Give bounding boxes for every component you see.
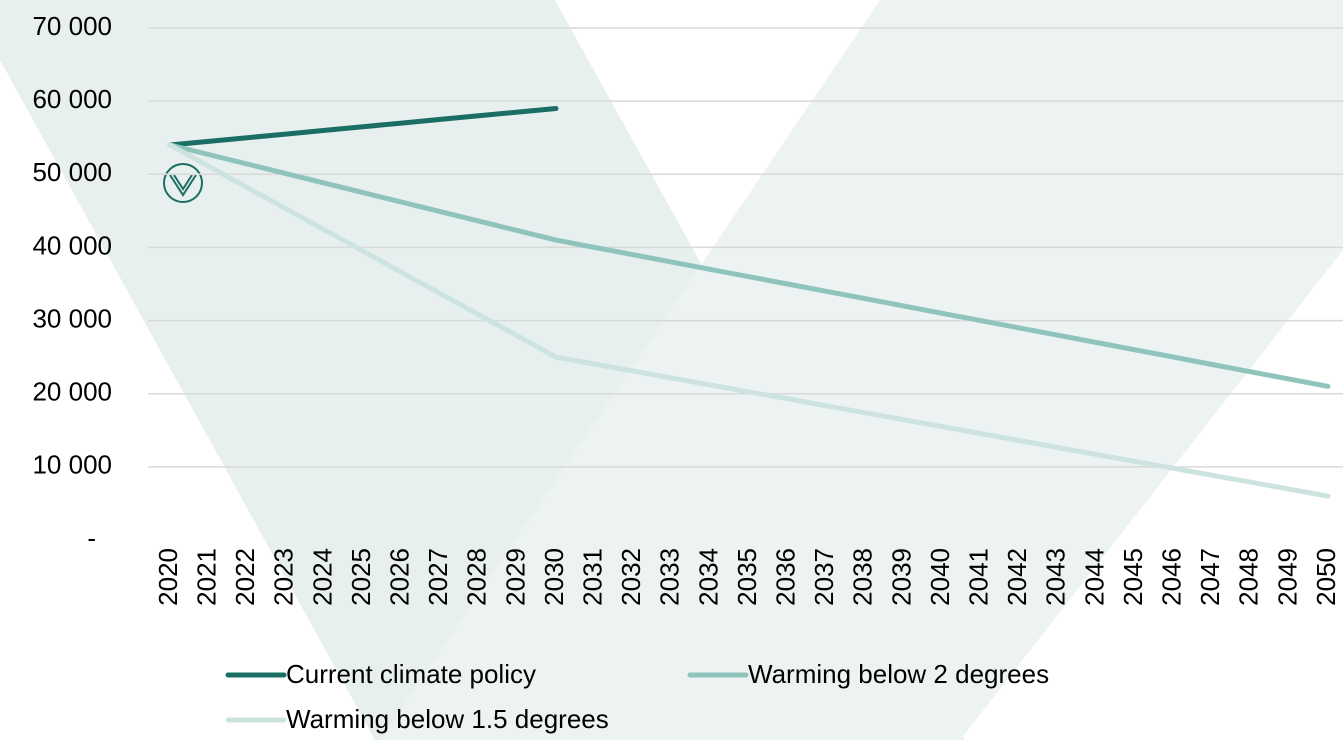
x-tick-label: 2033 <box>655 548 685 606</box>
x-tick-label: 2026 <box>384 548 414 606</box>
x-tick-label: 2037 <box>809 548 839 606</box>
x-tick-label: 2021 <box>191 548 221 606</box>
x-tick-label: 2043 <box>1041 548 1071 606</box>
x-tick-label: 2044 <box>1079 548 1109 606</box>
y-tick-label: 70 000 <box>32 11 112 41</box>
series-line <box>167 142 1331 499</box>
x-tick-label: 2047 <box>1195 548 1225 606</box>
x-tick-label: 2035 <box>732 548 762 606</box>
x-tick-label: 2024 <box>307 548 337 606</box>
x-tick-label: 2045 <box>1118 548 1148 606</box>
y-tick-label: 20 000 <box>32 377 112 407</box>
x-tick-label: 2042 <box>1002 548 1032 606</box>
x-tick-label: 2027 <box>423 548 453 606</box>
y-tick-label: 30 000 <box>32 303 112 333</box>
x-tick-label: 2032 <box>616 548 646 606</box>
x-tick-label: 2028 <box>462 548 492 606</box>
y-tick-label: 10 000 <box>32 450 112 480</box>
x-tick-label: 2030 <box>539 548 569 606</box>
series-line <box>167 142 1331 389</box>
x-tick-label: 2031 <box>577 548 607 606</box>
x-tick-label: 2049 <box>1272 548 1302 606</box>
x-tick-label: 2039 <box>886 548 916 606</box>
x-tick-label: 2025 <box>346 548 376 606</box>
x-tick-label: 2041 <box>963 548 993 606</box>
legend-label: Warming below 2 degrees <box>748 659 1049 689</box>
x-tick-label: 2022 <box>230 548 260 606</box>
x-tick-label: 2034 <box>693 548 723 606</box>
x-tick-label: 2029 <box>500 548 530 606</box>
x-tick-label: 2020 <box>153 548 183 606</box>
legend-label: Current climate policy <box>286 659 536 689</box>
y-tick-label: 50 000 <box>32 157 112 187</box>
x-tick-label: 2046 <box>1156 548 1186 606</box>
x-tick-label: 2038 <box>848 548 878 606</box>
x-tick-label: 2023 <box>269 548 299 606</box>
y-tick-label: 40 000 <box>32 230 112 260</box>
x-tick-label: 2036 <box>770 548 800 606</box>
x-tick-label: 2048 <box>1234 548 1264 606</box>
x-tick-label: 2050 <box>1311 548 1341 606</box>
series-line <box>167 106 559 148</box>
x-tick-label: 2040 <box>925 548 955 606</box>
y-tick-label: 60 000 <box>32 84 112 114</box>
legend-label: Warming below 1.5 degrees <box>286 704 609 734</box>
y-tick-label: - <box>87 523 96 553</box>
